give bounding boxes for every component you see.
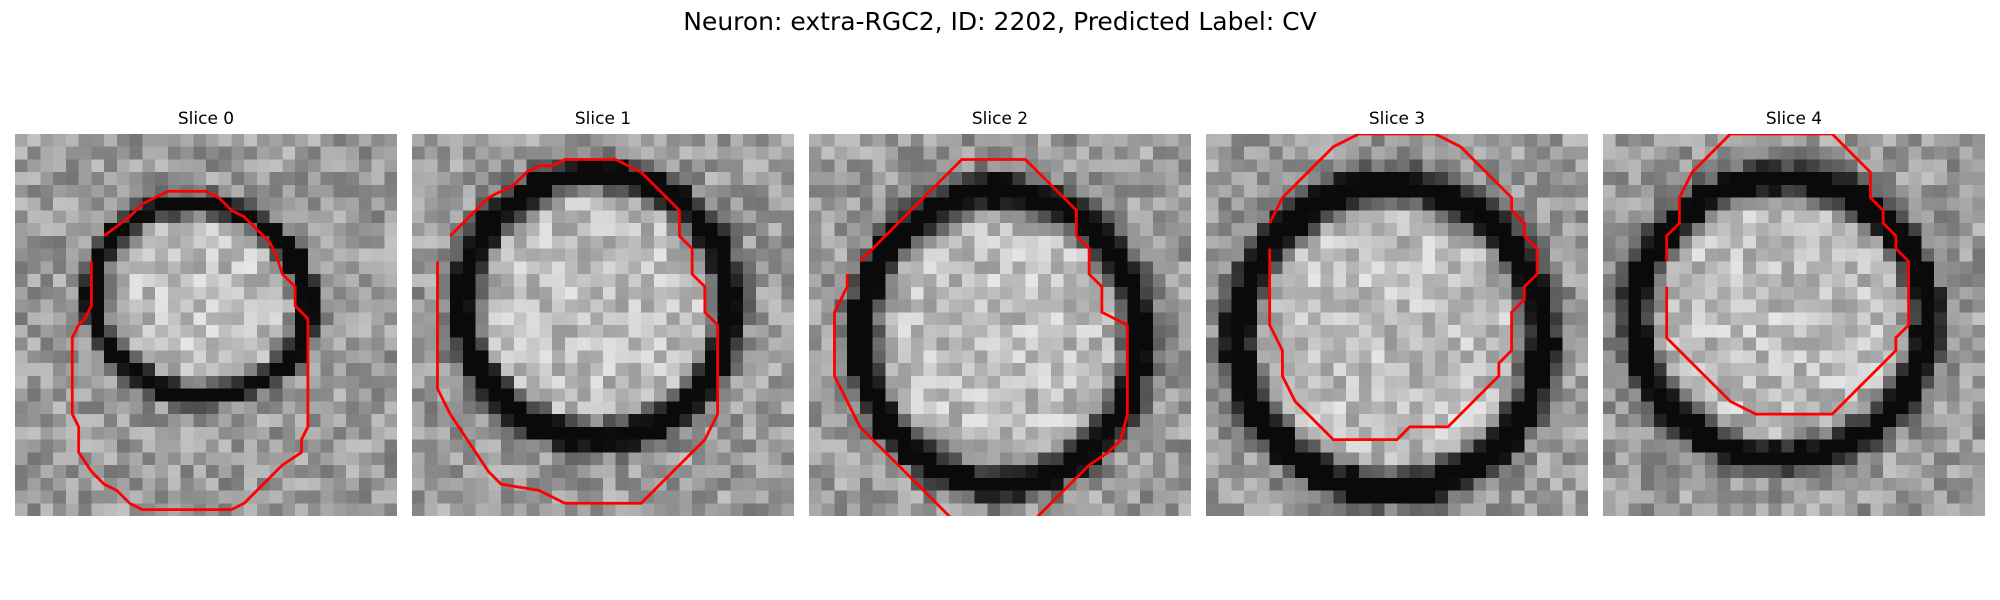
- slice-panel-0: Slice 0: [15, 108, 397, 516]
- pixel-grid: [1206, 134, 1588, 516]
- segmentation-contour: [1268, 134, 1539, 442]
- slice-image-0: [15, 134, 397, 516]
- segmentation-contour: [833, 158, 1129, 516]
- slice-image-4: [1603, 134, 1985, 516]
- segmentation-contour: [436, 158, 720, 505]
- pixel-grid: [15, 134, 397, 516]
- slice-title-2: Slice 2: [971, 109, 1029, 129]
- figure-title: Neuron: extra-RGC2, ID: 2202, Predicted …: [683, 7, 1317, 36]
- slice-title-1: Slice 1: [574, 109, 632, 129]
- slice-panel-4: Slice 4: [1603, 108, 1985, 516]
- slice-title-3: Slice 3: [1368, 109, 1426, 129]
- slice-image-1: [412, 134, 794, 516]
- slice-panel-1: Slice 1: [412, 108, 794, 516]
- slice-image-3: [1206, 134, 1588, 516]
- segmentation-contour: [1665, 134, 1911, 416]
- pixel-grid: [1603, 134, 1985, 516]
- pixel-grid: [412, 134, 794, 516]
- segmentation-contour: [70, 189, 310, 512]
- slice-panel-3: Slice 3: [1206, 108, 1588, 516]
- slice-panel-2: Slice 2: [809, 108, 1191, 516]
- slice-title-0: Slice 0: [177, 109, 235, 129]
- slice-image-2: [809, 134, 1191, 516]
- slice-title-4: Slice 4: [1765, 109, 1823, 129]
- pixel-grid: [809, 134, 1191, 516]
